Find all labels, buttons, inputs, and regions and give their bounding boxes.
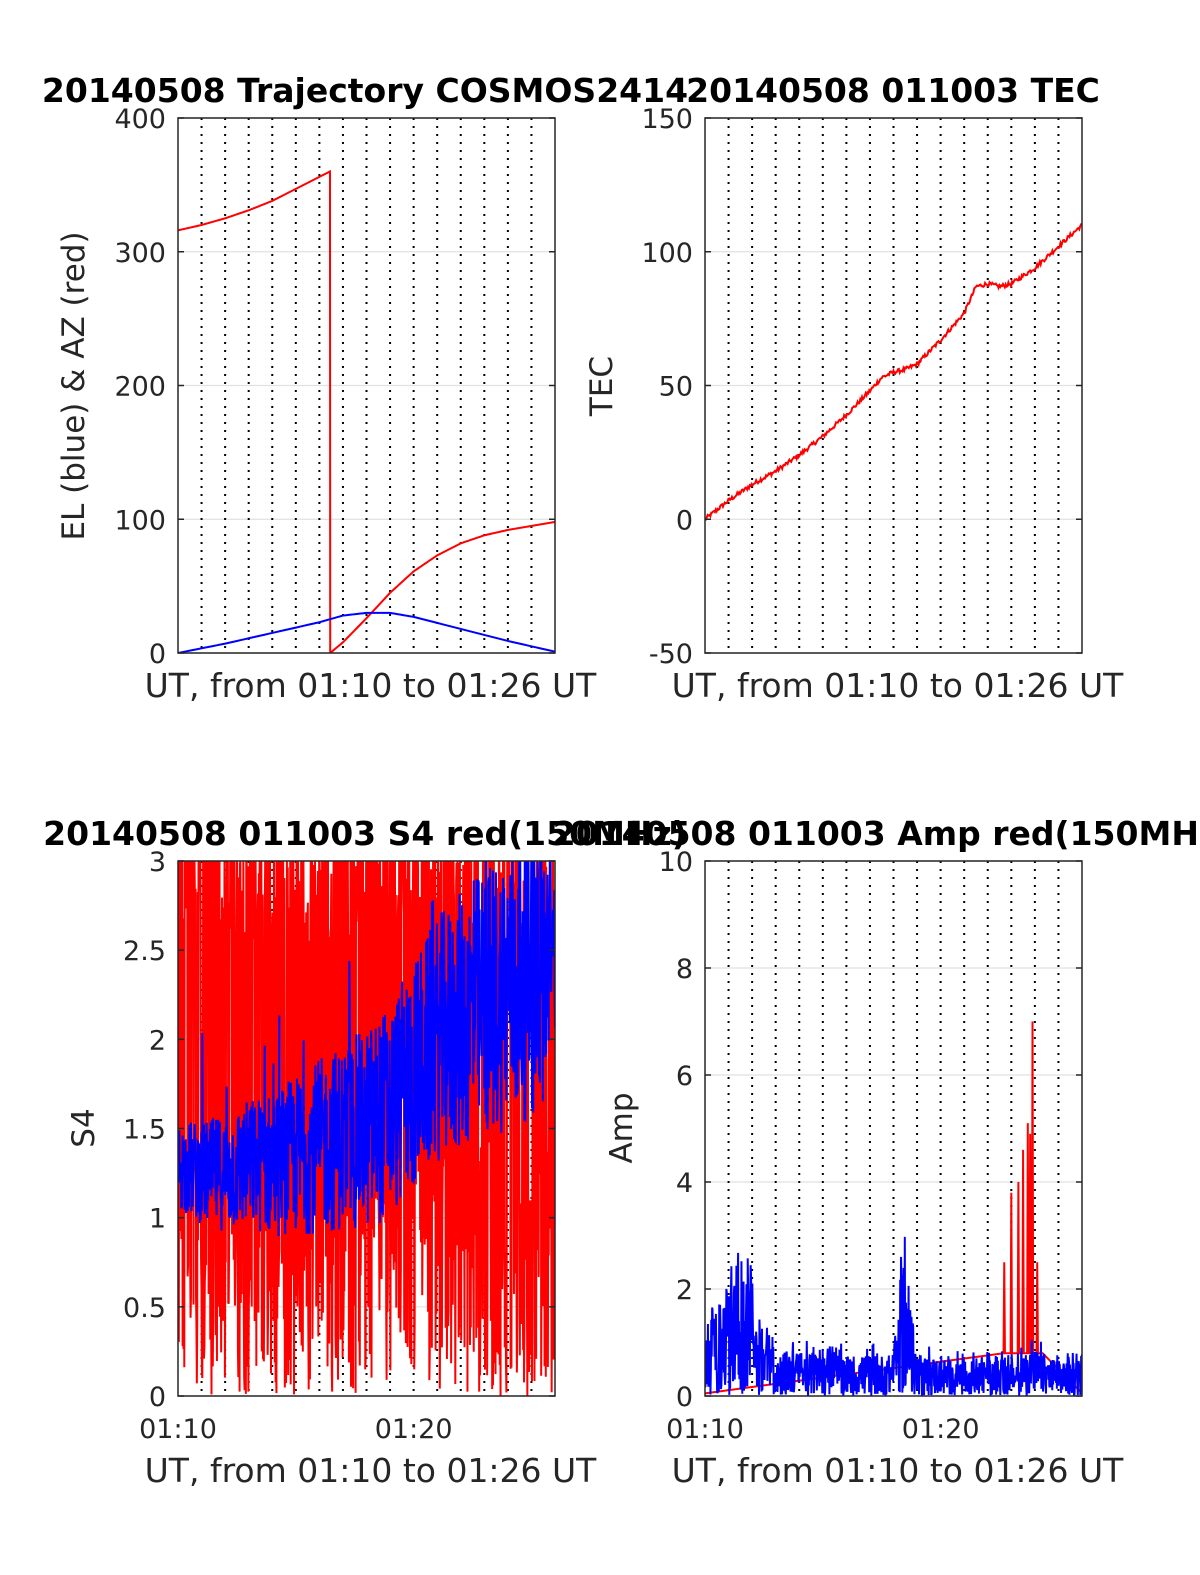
y-tick-label: 4	[676, 1168, 693, 1199]
y-tick-label: -50	[649, 639, 693, 670]
panel-3: 0 0.5 1 1.5 2 2.5 3 01:10 01:20 20140508 011003 S…	[43, 814, 687, 1490]
y-tick-label: 1	[149, 1204, 166, 1235]
x-axis-label: UT, from 01:10 to 01:26 UT	[672, 666, 1125, 705]
chart-title: 20140508 011003 TEC	[686, 71, 1100, 110]
y-tick-label: 50	[659, 372, 693, 403]
chart-title: 20140508 011003 Amp red(150MHz)	[553, 814, 1200, 853]
x-tick-label: 01:10	[139, 1414, 217, 1445]
series-line-2	[178, 611, 555, 653]
y-tick-label: 2	[676, 1275, 693, 1306]
y-tick-label: 400	[114, 104, 166, 135]
series-line-1	[178, 861, 555, 1396]
y-tick-label: 300	[114, 238, 166, 269]
y-axis-label: EL (blue) & AZ (red)	[56, 231, 92, 540]
y-tick-label: 0	[149, 639, 166, 670]
y-tick-label: 2.5	[123, 936, 166, 967]
x-tick-label: 01:20	[375, 1414, 453, 1445]
plot-area	[178, 169, 555, 653]
x-axis-label: UT, from 01:10 to 01:26 UT	[145, 1451, 598, 1490]
y-tick-label: 2	[149, 1025, 166, 1056]
y-tick-label: 3	[149, 847, 166, 878]
series-line-1	[705, 222, 1082, 522]
y-tick-label: 8	[676, 954, 693, 985]
plot-area	[705, 222, 1082, 522]
y-tick-label: 0	[676, 1382, 693, 1413]
y-tick-label: 0	[149, 1382, 166, 1413]
y-tick-label: 200	[114, 372, 166, 403]
series-line-2	[178, 861, 555, 1237]
x-axis-label: UT, from 01:10 to 01:26 UT	[672, 1451, 1125, 1490]
y-tick-label: 1.5	[123, 1115, 166, 1146]
axes-box	[704, 860, 1083, 1397]
y-tick-label: 0.5	[123, 1293, 166, 1324]
panel-4: 0 2 4 6 8 10 01:10 01:20 20140508 011003 Amp red…	[553, 814, 1200, 1490]
y-tick-label: 100	[114, 505, 166, 536]
y-axis-label: TEC	[584, 356, 620, 417]
series-line-1	[705, 1021, 1082, 1395]
x-axis-label: UT, from 01:10 to 01:26 UT	[145, 666, 598, 705]
series-line-1	[178, 169, 555, 653]
series-line-2	[705, 1236, 1082, 1396]
y-tick-label: 10	[659, 847, 693, 878]
chart-title: 20140508 011003 S4 red(150MHz)	[43, 814, 687, 853]
x-tick-label: 01:20	[902, 1414, 980, 1445]
y-tick-label: 6	[676, 1061, 693, 1092]
y-axis-label: Amp	[604, 1092, 640, 1163]
y-tick-label: 100	[641, 238, 693, 269]
x-tick-label: 01:10	[666, 1414, 744, 1445]
y-tick-label: 150	[641, 104, 693, 135]
y-axis-label: S4	[66, 1108, 102, 1147]
y-tick-label: 0	[676, 505, 693, 536]
chart-title: 20140508 Trajectory COSMOS2414	[42, 71, 688, 110]
plot-area	[178, 861, 555, 1396]
